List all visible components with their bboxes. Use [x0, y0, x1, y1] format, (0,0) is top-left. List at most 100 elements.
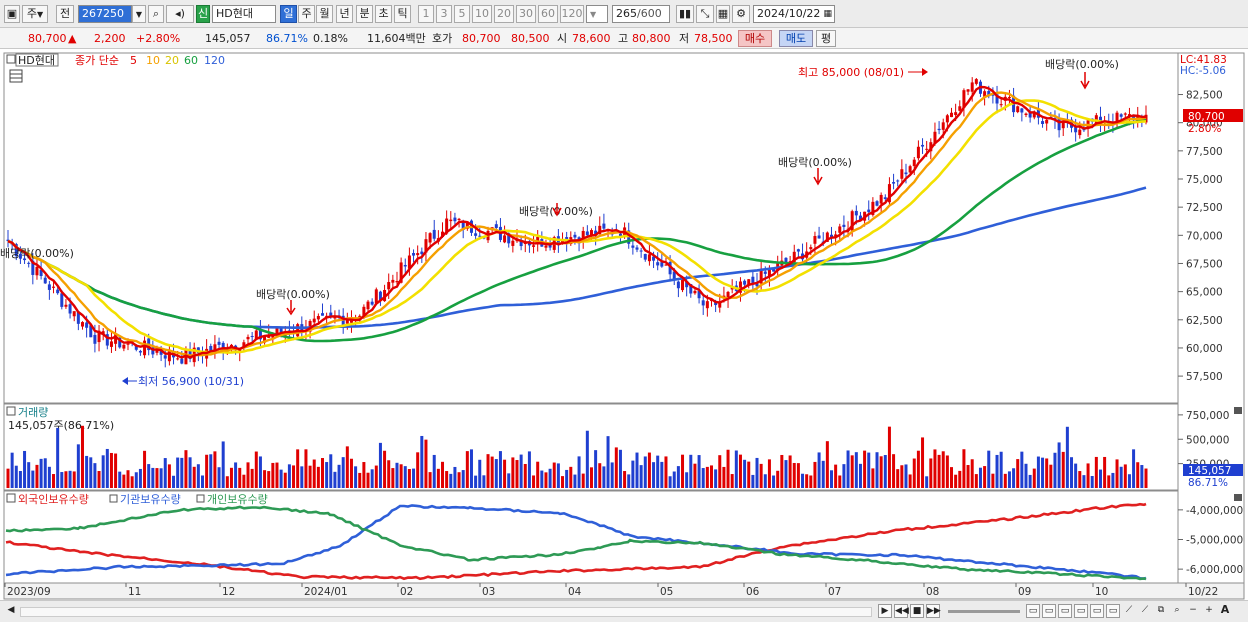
- volume-bar: [242, 474, 246, 488]
- minute-20-button[interactable]: 20: [494, 5, 514, 23]
- sound-button[interactable]: ◂): [166, 5, 194, 23]
- minute-1-button[interactable]: 1: [418, 5, 434, 23]
- volume-bar: [954, 474, 958, 488]
- volume-bar: [229, 467, 233, 488]
- draw-fan-icon[interactable]: ⟋: [1141, 605, 1149, 615]
- price-legend: HD현대 종가 단순 5 10 20 60 120: [6, 53, 225, 83]
- volume-bar: [784, 460, 788, 488]
- candle-body: [333, 317, 337, 319]
- search-zoom-icon[interactable]: ⌕: [1174, 605, 1180, 615]
- minute-5-button[interactable]: 5: [454, 5, 470, 23]
- stock-code-input[interactable]: 267250: [78, 5, 132, 23]
- volume-bar: [1057, 442, 1061, 488]
- volume-panel-close-icon[interactable]: [1234, 407, 1242, 414]
- chart-menu-button[interactable]: ▣: [4, 5, 20, 23]
- panel-icon-3[interactable]: ▭: [1058, 604, 1072, 618]
- candle-body: [718, 301, 722, 308]
- buy-button[interactable]: 매수: [738, 30, 772, 47]
- count-field[interactable]: 265/600: [612, 5, 670, 23]
- tab-day[interactable]: 일: [280, 5, 297, 23]
- zoom-slider[interactable]: [948, 610, 1020, 613]
- panel-icon-2[interactable]: ▭: [1042, 604, 1056, 618]
- table-icon[interactable]: [9, 69, 23, 83]
- candle-body: [503, 235, 507, 243]
- candle-body: [275, 327, 279, 334]
- candle-body: [478, 235, 482, 237]
- panel-icon-1[interactable]: ▭: [1026, 604, 1040, 618]
- search-button[interactable]: ⌕: [148, 5, 164, 23]
- tab-minute[interactable]: 분: [356, 5, 373, 23]
- minute-10-button[interactable]: 10: [472, 5, 492, 23]
- zoom-out-icon[interactable]: −: [1189, 605, 1197, 615]
- candle-body: [399, 262, 403, 283]
- candle-body: [829, 234, 833, 238]
- panel-icon-5[interactable]: ▭: [1090, 604, 1104, 618]
- evaluate-button[interactable]: 평: [816, 30, 836, 47]
- rewind-icon[interactable]: ◀◀: [894, 604, 909, 618]
- minute-120-button[interactable]: 120: [560, 5, 584, 23]
- volume-bar: [540, 470, 544, 488]
- copy-icon[interactable]: ⧉: [1157, 605, 1165, 615]
- scroll-left-icon[interactable]: ◀: [7, 605, 15, 615]
- minute-3-button[interactable]: 3: [436, 5, 452, 23]
- candle-body: [838, 226, 842, 233]
- volume-bar: [1053, 452, 1057, 488]
- volume-bar: [461, 470, 465, 488]
- date-input[interactable]: 2024/10/22 ▦: [753, 5, 835, 23]
- tab-year[interactable]: 년: [336, 5, 353, 23]
- scroll-track[interactable]: [20, 607, 872, 617]
- period-select[interactable]: 주▼: [22, 5, 48, 23]
- stop-icon[interactable]: ■: [910, 604, 924, 618]
- current-price-badge-text: 80,700: [1188, 111, 1225, 123]
- crosshair-icon: ⤡: [700, 7, 710, 20]
- max-price-label: 최고 85,000 (08/01): [798, 66, 904, 79]
- volume-bar: [465, 451, 469, 488]
- code-dropdown-button[interactable]: ▼: [132, 5, 146, 23]
- scroll-right-icon[interactable]: ▶: [878, 604, 892, 618]
- volume-bar: [254, 451, 258, 488]
- candle-body: [937, 128, 941, 131]
- stock-chart[interactable]: HD현대 종가 단순 5 10 20 60 120 LC:41.83 HC:-5…: [0, 50, 1248, 600]
- forward-icon[interactable]: ▶▶: [926, 604, 941, 618]
- auto-scale-icon[interactable]: A: [1220, 603, 1230, 616]
- volume-bar: [494, 459, 498, 488]
- custom-minute-select[interactable]: ▼: [586, 5, 608, 23]
- volume-bar: [72, 471, 76, 488]
- sell-button[interactable]: 매도: [779, 30, 813, 47]
- prev-button[interactable]: 전: [56, 5, 74, 23]
- panel-icon-4[interactable]: ▭: [1074, 604, 1088, 618]
- minute-60-button[interactable]: 60: [538, 5, 558, 23]
- settings-button[interactable]: ⚙: [732, 5, 750, 23]
- candle-body: [403, 264, 407, 267]
- holding-panel[interactable]: [3, 490, 1179, 584]
- candle-body: [825, 232, 829, 242]
- minute-30-button[interactable]: 30: [516, 5, 536, 23]
- volume-bar: [234, 462, 238, 488]
- holding-panel-close-icon[interactable]: [1234, 494, 1242, 501]
- legend-ma60: 60: [184, 54, 198, 67]
- candle-body: [892, 182, 896, 184]
- price-panel[interactable]: [3, 52, 1179, 404]
- dividend-annotations: 배당락(0.00%) 배당락(0.00%) 배당락(0.00%) 배당락(0.0…: [0, 58, 1119, 316]
- tab-month[interactable]: 월: [316, 5, 333, 23]
- chart-toolbar: ▣ 주▼ 전 267250 ▼ ⌕ ◂) 신 HD현대 일 주 월 년 분 초 …: [0, 0, 1248, 28]
- zoom-in-icon[interactable]: +: [1205, 605, 1213, 615]
- save-button[interactable]: ▦: [716, 5, 730, 23]
- volume-bar: [854, 452, 858, 488]
- chart-scrollbar[interactable]: ◀ ▶ ◀◀ ■ ▶▶ ▭ ▭ ▭ ▭ ▭ ▭ ⟋ ⟋ ⧉ ⌕ − + A: [0, 600, 1248, 622]
- draw-tool-button[interactable]: ⤡: [696, 5, 714, 23]
- candle-body: [1119, 114, 1123, 117]
- panel-icon-6[interactable]: ▭: [1106, 604, 1120, 618]
- volume-bar: [354, 466, 358, 488]
- volume-bar: [892, 454, 896, 488]
- tab-tick[interactable]: 틱: [394, 5, 411, 23]
- candle-body: [950, 112, 954, 118]
- candle-body: [896, 180, 900, 182]
- volume-bar: [412, 468, 416, 488]
- tab-second[interactable]: 초: [375, 5, 392, 23]
- draw-line-icon[interactable]: ⟋: [1125, 605, 1133, 615]
- indicator-button[interactable]: ▮▮: [676, 5, 694, 23]
- volume-bar: [486, 454, 490, 488]
- tab-week[interactable]: 주: [298, 5, 315, 23]
- candle-body: [109, 341, 113, 347]
